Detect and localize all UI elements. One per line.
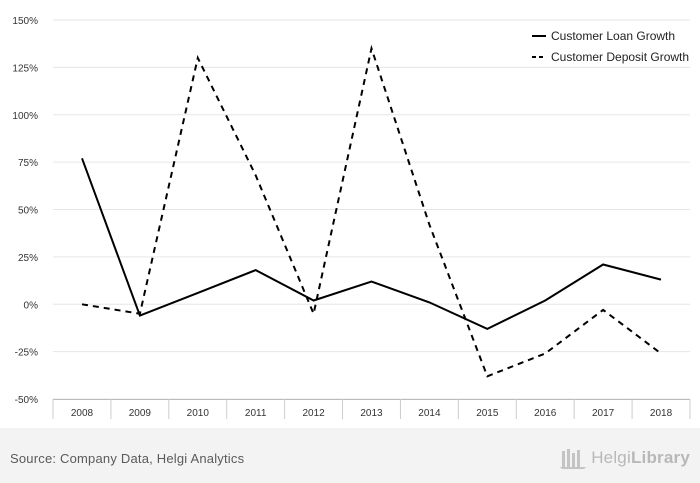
footer-bar <box>0 428 700 483</box>
y-axis-tick-labels: -50% -25% 0% 25% 50% 75% 100% 125% 150% <box>12 16 38 406</box>
logo-text-light: Helgi <box>591 448 631 467</box>
x-tick-label: 2017 <box>592 408 615 419</box>
y-tick-label: 75% <box>18 158 38 169</box>
gridlines <box>53 19 690 400</box>
logo-text: HelgiLibrary <box>591 448 690 468</box>
source-note: Source: Company Data, Helgi Analytics <box>10 451 245 466</box>
x-tick-label: 2015 <box>476 408 499 419</box>
line-chart: -50% -25% 0% 25% 50% 75% 100% 125% 150% 2008 2009… <box>12 16 691 419</box>
x-tick-label: 2009 <box>129 408 152 419</box>
y-tick-label: -25% <box>15 348 38 359</box>
x-tick-label: 2012 <box>302 408 325 419</box>
x-tick-label: 2011 <box>245 408 267 419</box>
y-tick-label: 150% <box>12 16 38 27</box>
logo-text-bold: Library <box>630 448 690 467</box>
series-line-deposit-growth <box>81 44 662 378</box>
x-tick-label: 2010 <box>187 408 210 419</box>
x-tick-label: 2008 <box>71 408 94 419</box>
y-tick-label: -50% <box>15 395 38 406</box>
x-tick-label: 2016 <box>534 408 557 419</box>
series-lines <box>81 44 662 378</box>
legend-label: Customer Loan Growth <box>551 29 675 43</box>
series-line-loan-growth <box>81 157 662 331</box>
y-tick-label: 25% <box>18 253 38 264</box>
y-tick-label: 0% <box>24 300 39 311</box>
y-tick-label: 50% <box>18 206 38 217</box>
y-tick-label: 125% <box>12 63 38 74</box>
x-axis: 2008 2009 2010 2011 2012 2013 2014 2015 2016 2017… <box>52 399 691 419</box>
legend: Customer Loan Growth Customer Deposit Gro… <box>532 29 689 64</box>
building-icon <box>560 449 587 469</box>
x-tick-label: 2013 <box>360 408 383 419</box>
helgi-library-logo: HelgiLibrary <box>560 447 690 469</box>
legend-label: Customer Deposit Growth <box>551 50 689 64</box>
y-tick-label: 100% <box>12 111 38 122</box>
x-tick-label: 2014 <box>418 408 441 419</box>
x-tick-label: 2018 <box>650 408 673 419</box>
